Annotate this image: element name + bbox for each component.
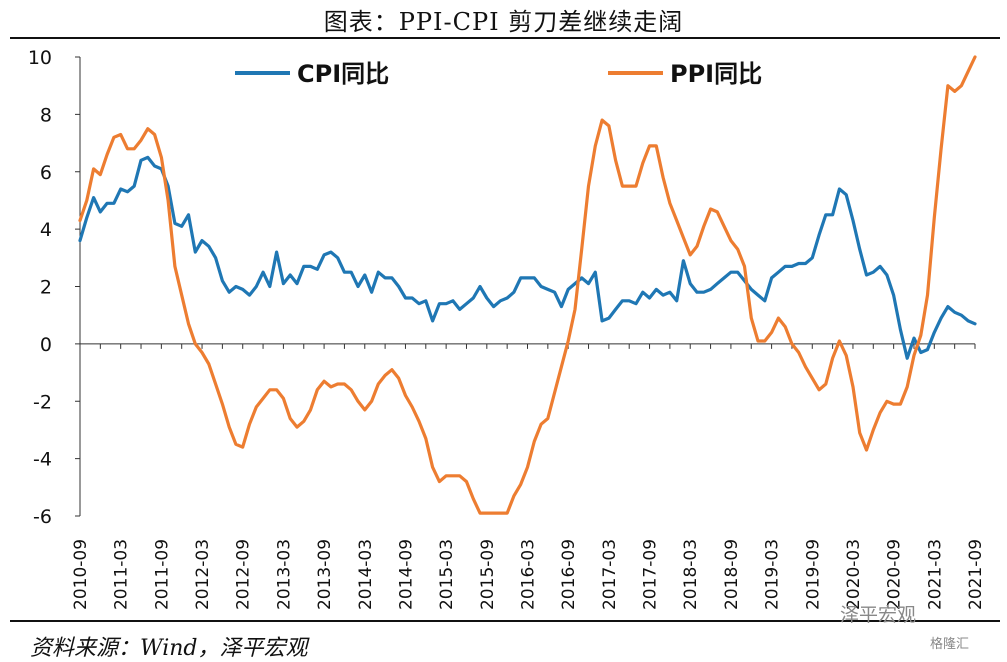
- x-tick-label: 2017-09: [641, 539, 661, 610]
- x-tick-label: 2018-09: [722, 539, 742, 610]
- x-tick-label: 2013-09: [315, 539, 335, 610]
- x-tick-label: 2015-03: [437, 539, 457, 610]
- x-tick-label: 2021-03: [925, 539, 945, 610]
- y-tick-label: -6: [33, 506, 52, 528]
- series-line-cpi: [78, 155, 977, 360]
- legend-label-cpi: CPI同比: [297, 60, 389, 88]
- series-line-ppi: [78, 55, 977, 515]
- x-tick-label: 2021-09: [966, 539, 986, 610]
- y-tick-label: 4: [40, 219, 52, 241]
- x-tick-label: 2011-09: [152, 539, 172, 610]
- y-tick-label: 8: [40, 104, 52, 126]
- x-tick-label: 2014-09: [396, 539, 416, 610]
- x-tick-label: 2012-09: [234, 539, 254, 610]
- x-tick-label: 2014-03: [356, 539, 376, 610]
- legend: CPI同比 PPI同比: [235, 60, 762, 88]
- x-tick-label: 2013-03: [274, 539, 294, 610]
- bottom-rule: [10, 620, 1000, 622]
- watermark: 泽平宏观: [840, 604, 917, 626]
- chart-title: 图表：PPI-CPI 剪刀差继续走阔: [323, 8, 684, 36]
- line-chart: -6 -4 -2 0 2 4 6 8 10 2010-09 2011-03 2011-09 2012-0…: [28, 47, 986, 610]
- y-tick-label: 2: [40, 277, 52, 299]
- x-tick-label: 2020-09: [885, 539, 905, 610]
- x-tick-label: 2019-03: [763, 539, 783, 610]
- legend-label-ppi: PPI同比: [670, 60, 762, 88]
- top-rule: [10, 37, 1000, 39]
- source-note: 资料来源：Wind，泽平宏观: [30, 636, 308, 661]
- x-tick-label: 2017-03: [600, 539, 620, 610]
- y-tick-label: 0: [40, 334, 52, 356]
- y-tick-label: 10: [28, 47, 52, 69]
- series-layer: [78, 55, 977, 515]
- x-tick-label: 2011-03: [112, 539, 132, 610]
- x-tick-label: 2019-09: [803, 539, 823, 610]
- x-tick-label: 2012-03: [193, 539, 213, 610]
- axes: -6 -4 -2 0 2 4 6 8 10 2010-09 2011-03 2011-09 2012-0…: [28, 47, 986, 610]
- y-tick-label: -4: [33, 449, 52, 471]
- x-tick-label: 2018-03: [681, 539, 701, 610]
- y-tick-label: 6: [40, 162, 52, 184]
- watermark-secondary: 格隆汇: [930, 637, 970, 652]
- x-tick-label: 2010-09: [71, 539, 91, 610]
- x-tick-label: 2020-03: [844, 539, 864, 610]
- x-tick-label: 2016-09: [559, 539, 579, 610]
- x-tick-label: 2016-03: [519, 539, 539, 610]
- x-tick-label: 2015-09: [478, 539, 498, 610]
- y-tick-label: -2: [33, 391, 52, 413]
